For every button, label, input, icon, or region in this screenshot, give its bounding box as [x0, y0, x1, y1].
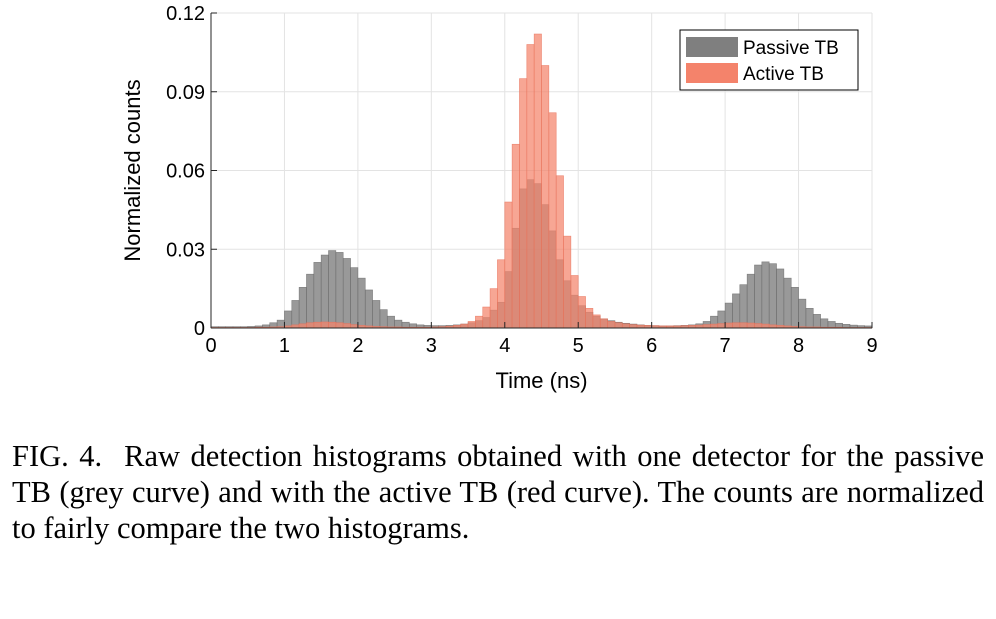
x-tick-label: 9 — [866, 335, 877, 357]
bar — [592, 314, 601, 329]
bar — [754, 323, 763, 329]
bar — [357, 277, 366, 329]
legend-label-passive: Passive TB — [743, 38, 839, 59]
bar — [335, 252, 344, 329]
bar — [739, 284, 748, 329]
bar — [306, 273, 315, 329]
bar — [511, 143, 520, 329]
bar — [577, 296, 586, 329]
bar — [335, 322, 344, 329]
x-tick-label: 7 — [720, 335, 731, 357]
bar — [563, 235, 572, 329]
x-tick-label: 3 — [426, 335, 437, 357]
bar — [717, 323, 726, 329]
bar — [489, 288, 498, 329]
legend-swatch-passive — [686, 37, 738, 57]
bar — [585, 308, 594, 329]
bar — [298, 287, 307, 329]
bar — [298, 323, 307, 329]
caption-text: Raw detection histograms obtained with o… — [12, 439, 984, 545]
x-tick-label: 2 — [352, 335, 363, 357]
bar — [320, 321, 329, 329]
bar — [812, 314, 821, 329]
legend-label-active: Active TB — [743, 64, 824, 85]
bar — [790, 287, 799, 329]
bar — [475, 315, 484, 329]
bar — [548, 112, 557, 329]
y-axis-label: Normalized counts — [120, 79, 145, 261]
bar — [746, 322, 755, 329]
y-tick-label: 0.03 — [166, 239, 205, 261]
bar — [739, 322, 748, 329]
bar — [342, 323, 351, 329]
bar — [798, 298, 807, 329]
bar — [820, 318, 829, 329]
caption-label: FIG. 4. — [12, 439, 103, 473]
bar — [482, 306, 491, 329]
bar — [379, 309, 388, 329]
bar — [350, 324, 359, 329]
x-axis-label: Time (ns) — [495, 368, 587, 393]
x-tick-label: 8 — [793, 335, 804, 357]
legend: Passive TB Active TB — [679, 29, 859, 91]
bar — [710, 323, 719, 329]
bar — [607, 321, 616, 329]
bar — [284, 310, 293, 329]
x-tick-label: 1 — [279, 335, 290, 357]
bar — [754, 264, 763, 329]
x-tick-label: 5 — [573, 335, 584, 357]
y-tick-label: 0 — [194, 318, 205, 340]
histogram-chart: 0 1 2 3 4 5 6 7 8 9 0 0.03 0.06 0.09 0.12 Time (ns) No… — [120, 3, 878, 393]
bar — [342, 258, 351, 329]
bar — [497, 259, 506, 329]
bar — [629, 324, 638, 329]
bar — [702, 324, 711, 329]
figure-caption: FIG. 4. Raw detection histograms obtained… — [12, 438, 984, 546]
y-tick-label: 0.12 — [166, 3, 205, 25]
bar — [460, 323, 469, 329]
bar — [783, 277, 792, 329]
bar — [504, 201, 513, 329]
bar — [768, 263, 777, 329]
bar — [328, 321, 337, 329]
bar — [306, 322, 315, 329]
bar — [761, 261, 770, 329]
bar — [746, 273, 755, 329]
bar — [599, 318, 608, 329]
x-tick-label: 6 — [646, 335, 657, 357]
bar — [328, 250, 337, 329]
bar — [386, 315, 395, 329]
bar — [541, 65, 550, 329]
x-tick-label: 4 — [499, 335, 510, 357]
bar — [776, 268, 785, 329]
bar — [526, 44, 535, 329]
legend-swatch-active — [686, 63, 738, 83]
bar — [313, 321, 322, 329]
bar — [724, 322, 733, 329]
bar — [364, 289, 373, 329]
bar — [805, 308, 814, 329]
bar — [732, 322, 741, 329]
bar — [519, 78, 528, 329]
bar — [555, 175, 564, 329]
bar — [372, 300, 381, 329]
bar — [467, 321, 476, 329]
bar — [614, 322, 623, 329]
bar — [533, 33, 542, 329]
bar — [570, 275, 579, 329]
y-tick-label: 0.06 — [166, 161, 205, 183]
bar — [350, 267, 359, 329]
bar — [313, 262, 322, 329]
x-tick-label: 0 — [205, 335, 216, 357]
bar — [761, 323, 770, 329]
bar — [320, 254, 329, 329]
bar — [621, 323, 630, 329]
y-tick-label: 0.09 — [166, 82, 205, 104]
bar — [291, 300, 300, 329]
tick-labels: 0 1 2 3 4 5 6 7 8 9 0 0.03 0.06 0.09 0.12 — [166, 3, 878, 357]
